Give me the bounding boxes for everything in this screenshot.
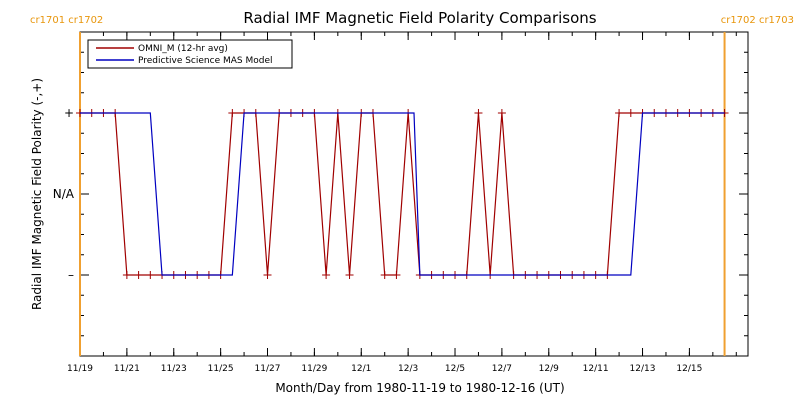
omni-data-point [146,271,155,279]
y-axis: + N/A – [53,31,748,357]
legend-label-mas: Predictive Science MAS Model [138,56,273,66]
omni-data-point [322,271,331,279]
omni-data-point [615,109,624,117]
legend-label-omni: OMNI_M (12-hr avg) [138,44,228,54]
x-axis: 11/19 11/21 11/23 11/25 11/27 11/29 12/1 12/3 12… [67,32,737,374]
carrington-markers [79,32,726,356]
y-tick-label: – [68,268,74,282]
omni-data-point [474,109,483,117]
series-line-mas [80,112,725,276]
chart-title: Radial IMF Magnetic Field Polarity Compa… [243,9,596,27]
omni-data-point [392,271,401,279]
x-tick-label: 11/25 [208,364,234,374]
x-axis-label: Month/Day from 1980-11-19 to 1980-12-16 … [275,381,564,395]
x-tick-label: 12/11 [583,364,609,374]
omni-data-point [122,271,131,279]
x-tick-label: 12/9 [539,364,559,374]
x-tick-label: 12/15 [676,364,702,374]
cr-label-left: cr1701 cr1702 [30,15,103,26]
legend: OMNI_M (12-hr avg) Predictive Science MA… [87,39,293,69]
omni-data-point [134,271,143,279]
y-tick-label: N/A [53,187,75,201]
series-line-omni [80,112,725,276]
omni-data-point [380,271,389,279]
omni-data-point [345,271,354,279]
x-tick-label: 12/5 [445,364,465,374]
x-tick-label: 12/1 [351,364,371,374]
series-layer [76,109,729,279]
x-tick-label: 11/29 [301,364,327,374]
y-tick-label: + [64,106,74,120]
x-tick-label: 12/3 [398,364,418,374]
x-tick-label: 11/21 [114,364,140,374]
cr-label-right: cr1702 cr1703 [721,15,794,26]
x-tick-label: 11/19 [67,364,93,374]
legend-box [87,39,293,69]
x-tick-label: 12/7 [492,364,512,374]
y-axis-label: Radial IMF Magnetic Field Polarity (-,+) [30,78,44,310]
omni-data-point [497,109,506,117]
omni-data-point [263,271,272,279]
x-tick-label: 12/13 [630,364,656,374]
x-tick-label: 11/23 [161,364,187,374]
omni-data-point [626,109,635,117]
omni-data-point [228,109,237,117]
x-tick-label: 11/27 [255,364,281,374]
